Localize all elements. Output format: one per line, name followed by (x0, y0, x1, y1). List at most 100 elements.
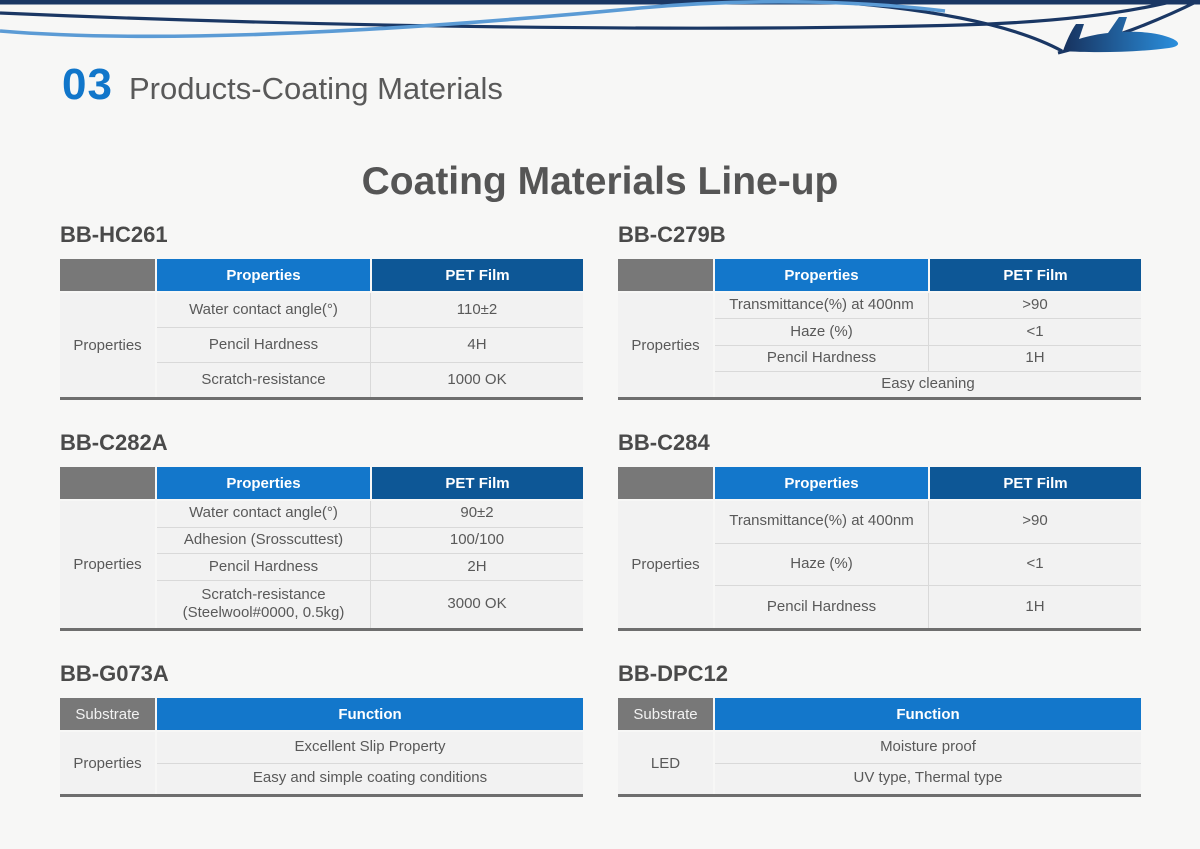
table-row: Water contact angle(°) 110±2 (157, 293, 583, 327)
column-header-substrate: Substrate (618, 698, 713, 730)
table-row: Adhesion (Srosscuttest) 100/100 (157, 526, 583, 554)
function-cell: Easy and simple coating conditions (252, 769, 488, 787)
property-cell: Water contact angle(°) (189, 300, 338, 318)
product-block-bb-hc261: BB-HC261 Properties PET Film Properties … (60, 222, 583, 400)
row-group-label: Properties (60, 293, 155, 397)
product-title: BB-G073A (60, 661, 169, 686)
table-row: Scratch-resistance (Steelwool#0000, 0.5k… (157, 579, 583, 628)
column-header-pet-film: PET Film (930, 467, 1141, 499)
product-block-bb-dpc12: BB-DPC12 Substrate Function LED Moisture… (618, 661, 1141, 797)
navy-swoosh-line-1 (0, 0, 1186, 30)
property-cell: Adhesion (Srosscuttest) (183, 530, 344, 548)
header-title: Products-Coating Materials (128, 71, 503, 106)
product-title: BB-HC261 (60, 222, 168, 247)
column-header-pet-film: PET Film (930, 259, 1141, 291)
spanning-cell: Easy cleaning (881, 375, 975, 392)
property-cell: Haze (%) (790, 322, 853, 340)
function-cell: UV type, Thermal type (853, 769, 1003, 787)
property-cell: Pencil Hardness (766, 597, 877, 615)
function-cell: Excellent Slip Property (294, 737, 446, 755)
property-cell: Haze (%) (790, 555, 853, 573)
table-corner-cell (60, 467, 155, 499)
property-cell: Transmittance(%) at 400nm (729, 296, 914, 314)
table-row: Pencil Hardness 1H (715, 585, 1141, 629)
top-navy-bar (0, 0, 1200, 5)
value-cell: 110±2 (370, 293, 583, 327)
table-row: Pencil Hardness 4H (157, 327, 583, 362)
lightblue-swoosh-line (0, 0, 946, 39)
value-cell: 100/100 (370, 527, 583, 554)
product-title: BB-C279B (618, 222, 726, 247)
value-cell: >90 (928, 293, 1141, 319)
slide-number: 03 (62, 60, 113, 109)
table-corner-cell (60, 259, 155, 291)
value-cell: >90 (928, 501, 1141, 543)
table-body: Properties Water contact angle(°) 90±2 A… (60, 501, 583, 631)
value-cell: 4H (370, 328, 583, 362)
value-cell: 90±2 (370, 501, 583, 527)
table-row: Moisture proof (715, 732, 1141, 763)
table-header-row: Properties PET Film (618, 259, 1141, 291)
product-block-bb-g073a: BB-G073A Substrate Function Properties E… (60, 661, 583, 797)
table-row: Transmittance(%) at 400nm >90 (715, 501, 1141, 543)
page-header: 03 Products-Coating Materials (62, 60, 503, 110)
property-cell: Transmittance(%) at 400nm (729, 512, 914, 530)
table-row: Pencil Hardness 2H (157, 553, 583, 580)
value-cell: <1 (928, 543, 1141, 586)
property-cell: Pencil Hardness (208, 557, 319, 575)
product-block-bb-c282a: BB-C282A Properties PET Film Properties … (60, 430, 583, 631)
row-group-label: Properties (618, 293, 713, 397)
table-header-row: Substrate Function (60, 698, 583, 730)
value-cell: <1 (928, 319, 1141, 345)
table-body: LED Moisture proof UV type, Thermal type (618, 732, 1141, 797)
column-header-pet-film: PET Film (372, 259, 583, 291)
table-corner-cell (618, 259, 713, 291)
table-header-row: Properties PET Film (60, 467, 583, 499)
property-cell: Pencil Hardness (766, 348, 877, 366)
table-body: Properties Transmittance(%) at 400nm >90… (618, 501, 1141, 631)
row-group-label: Properties (618, 501, 713, 628)
table-row: Easy and simple coating conditions (157, 762, 583, 794)
table-corner-cell (618, 467, 713, 499)
column-header-function: Function (715, 698, 1141, 730)
value-cell: 1H (928, 345, 1141, 371)
top-banner-decoration (0, 0, 1200, 55)
property-cell: Pencil Hardness (208, 335, 319, 353)
function-cell: Moisture proof (880, 737, 976, 755)
column-header-substrate: Substrate (60, 698, 155, 730)
table-row: Scratch-resistance 1000 OK (157, 362, 583, 397)
table-row: Haze (%) <1 (715, 542, 1141, 586)
table-row: Excellent Slip Property (157, 732, 583, 763)
value-cell: 2H (370, 554, 583, 580)
column-header-function: Function (157, 698, 583, 730)
table-row: Pencil Hardness 1H (715, 344, 1141, 371)
table-body: Properties Excellent Slip Property Easy … (60, 732, 583, 797)
table-header-row: Substrate Function (618, 698, 1141, 730)
page-title: Coating Materials Line-up (361, 160, 839, 203)
product-block-bb-c284: BB-C284 Properties PET Film Properties T… (618, 430, 1141, 631)
property-cell: Water contact angle(°) (189, 504, 338, 522)
table-row: Haze (%) <1 (715, 318, 1141, 345)
row-group-label: Properties (60, 501, 155, 628)
column-header-properties: Properties (715, 259, 928, 291)
product-block-bb-c279b: BB-C279B Properties PET Film Properties … (618, 222, 1141, 400)
column-header-pet-film: PET Film (372, 467, 583, 499)
product-title: BB-C282A (60, 430, 168, 455)
table-row: Transmittance(%) at 400nm >90 (715, 293, 1141, 319)
value-cell: 3000 OK (370, 580, 583, 628)
property-cell: Scratch-resistance (Steelwool#0000, 0.5k… (182, 585, 345, 622)
table-body: Properties Water contact angle(°) 110±2 … (60, 293, 583, 400)
column-header-properties: Properties (157, 259, 370, 291)
table-row-spanning: Easy cleaning (715, 370, 1141, 397)
product-title: BB-C284 (618, 430, 710, 455)
table-body: Properties Transmittance(%) at 400nm >90… (618, 293, 1141, 400)
table-header-row: Properties PET Film (60, 259, 583, 291)
row-group-label: Properties (60, 732, 155, 794)
value-cell: 1000 OK (370, 363, 583, 397)
airplane-icon (1063, 17, 1179, 53)
product-title: BB-DPC12 (618, 661, 729, 686)
value-cell: 1H (928, 586, 1141, 629)
property-cell: Scratch-resistance (201, 370, 326, 388)
column-header-properties: Properties (157, 467, 370, 499)
